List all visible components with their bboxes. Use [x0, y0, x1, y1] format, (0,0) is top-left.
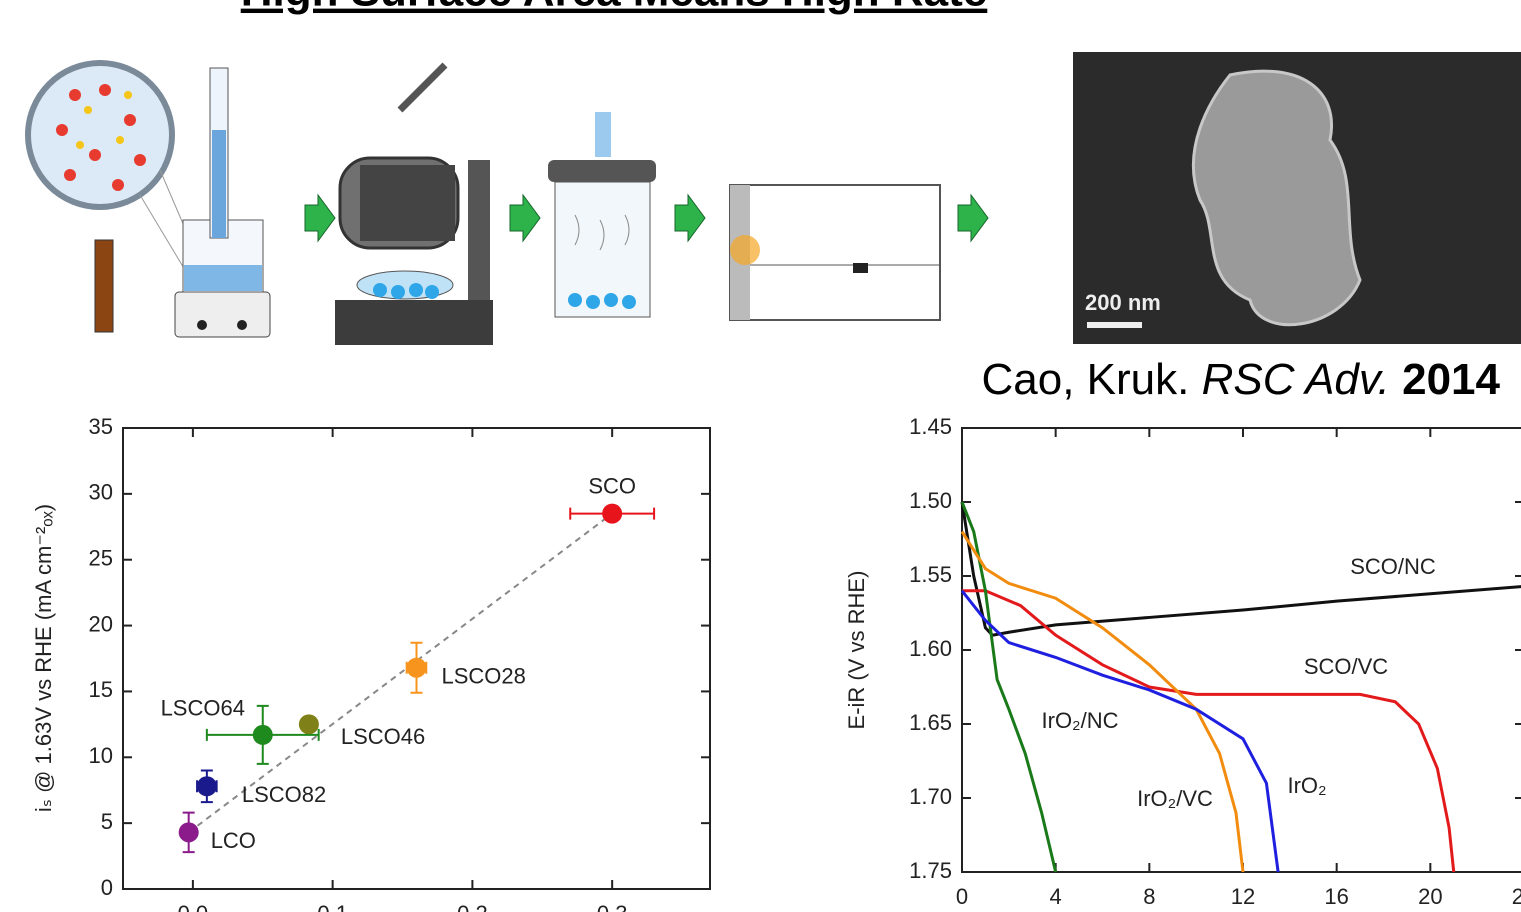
series-label: IrO₂/NC	[1042, 708, 1119, 733]
y-tick-label: 1.55	[909, 562, 952, 587]
point	[197, 776, 217, 796]
y-tick-label: 0	[101, 875, 113, 900]
x-tick-label: 8	[1143, 884, 1155, 909]
x-tick-label: 0	[956, 884, 968, 909]
y-tick-label: 1.75	[909, 858, 952, 883]
plot-frame	[962, 428, 1521, 872]
y-tick-label: 10	[89, 743, 113, 768]
point	[602, 504, 622, 524]
point-label: LSCO46	[341, 724, 425, 749]
page: High Surface Area Means High Rate	[0, 0, 1521, 912]
y-tick-label: 1.50	[909, 488, 952, 513]
x-tick-label: 16	[1324, 884, 1348, 909]
citation-year: 2014	[1402, 355, 1500, 404]
y-tick-label: 1.45	[909, 414, 952, 439]
x-tick-label: 4	[1050, 884, 1062, 909]
x-tick-label: 0.2	[457, 901, 488, 912]
scale-bar	[1087, 322, 1142, 328]
citation-journal: RSC Adv.	[1202, 355, 1390, 404]
y-tick-label: 1.65	[909, 710, 952, 735]
y-tick-label: 1.70	[909, 784, 952, 809]
point-label: LSCO82	[242, 782, 326, 807]
x-tick-label: 0.3	[597, 901, 628, 912]
point	[299, 714, 319, 734]
series-label: IrO₂	[1287, 773, 1326, 798]
point	[253, 725, 273, 745]
y-tick-label: 1.60	[909, 636, 952, 661]
point	[407, 658, 427, 678]
scale-label: 200 nm	[1085, 290, 1161, 315]
point	[179, 822, 199, 842]
x-tick-label: 0.1	[317, 901, 348, 912]
point-label: SCO	[588, 473, 636, 498]
y-tick-label: 5	[101, 809, 113, 834]
x-tick-label: 24	[1512, 884, 1521, 909]
line	[962, 502, 1521, 635]
x-tick-label: 0.0	[178, 901, 209, 912]
y-tick-label: 20	[89, 611, 113, 636]
slide: High Surface Area Means High Rate	[0, 0, 1521, 912]
y-axis-label: iₛ @ 1.63V vs RHE (mA cm⁻²ₒₓ)	[31, 504, 56, 812]
y-axis-label: E-iR (V vs RHE)	[844, 571, 869, 730]
point-label: LCO	[211, 828, 256, 853]
schematic	[28, 63, 988, 345]
citation: Cao, Kruk. RSC Adv. 2014	[981, 355, 1500, 404]
line	[962, 502, 1056, 872]
point-label: LSCO28	[442, 664, 526, 689]
y-tick-label: 30	[89, 480, 113, 505]
y-tick-label: 35	[89, 414, 113, 439]
x-tick-label: 12	[1231, 884, 1255, 909]
charts: 0 5 10 15 20 25 30 35 0.0 0.1 0.2 0.3 iₛ @ 1.63V vs …	[31, 414, 1521, 912]
line	[962, 532, 1243, 872]
y-tick-label: 15	[89, 677, 113, 702]
y-tick-label: 25	[89, 546, 113, 571]
slide-title: High Surface Area Means High Rate	[241, 0, 988, 16]
citation-authors: Cao, Kruk.	[981, 355, 1189, 404]
x-tick-label: 20	[1418, 884, 1442, 909]
series-label: SCO/NC	[1350, 554, 1436, 579]
point-label: LSCO64	[161, 696, 245, 721]
series-label: IrO₂/VC	[1137, 786, 1213, 811]
series-label: SCO/VC	[1304, 654, 1388, 679]
